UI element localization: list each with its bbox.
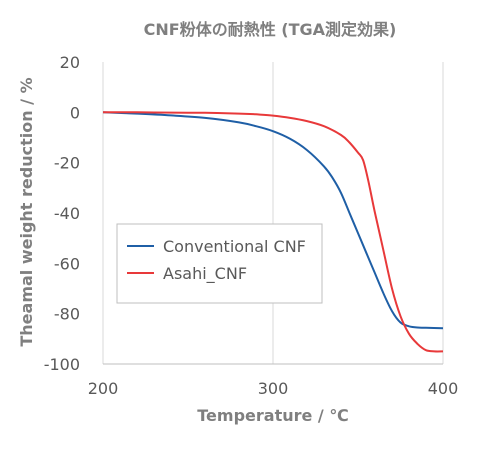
legend-label-asahi-cnf: Asahi_CNF xyxy=(163,264,247,284)
series-lines xyxy=(102,111,444,353)
y-tick-label: -20 xyxy=(54,154,80,173)
series-line-asahi-cnf xyxy=(103,111,444,353)
y-tick-label: -60 xyxy=(54,254,80,273)
x-tick-label: 200 xyxy=(88,379,119,398)
legend-box xyxy=(116,223,323,304)
chart-title: CNF粉体の耐熱性 (TGA測定効果) xyxy=(144,20,397,39)
y-tick-label: -80 xyxy=(54,305,80,324)
x-axis-title: Temperature / ℃ xyxy=(197,406,348,425)
legend: Conventional CNF Asahi_CNF xyxy=(116,223,323,304)
y-tick-label: 0 xyxy=(70,103,80,122)
x-tick-label: 400 xyxy=(428,379,459,398)
y-tick-label: 20 xyxy=(60,53,80,72)
y-tick-label: -100 xyxy=(44,355,80,374)
x-tick-label: 300 xyxy=(258,379,289,398)
legend-label-conventional-cnf: Conventional CNF xyxy=(163,237,306,256)
y-axis-title: Theamal weight reduction / % xyxy=(17,77,36,346)
grid xyxy=(102,62,444,365)
y-tick-label: -40 xyxy=(54,204,80,223)
